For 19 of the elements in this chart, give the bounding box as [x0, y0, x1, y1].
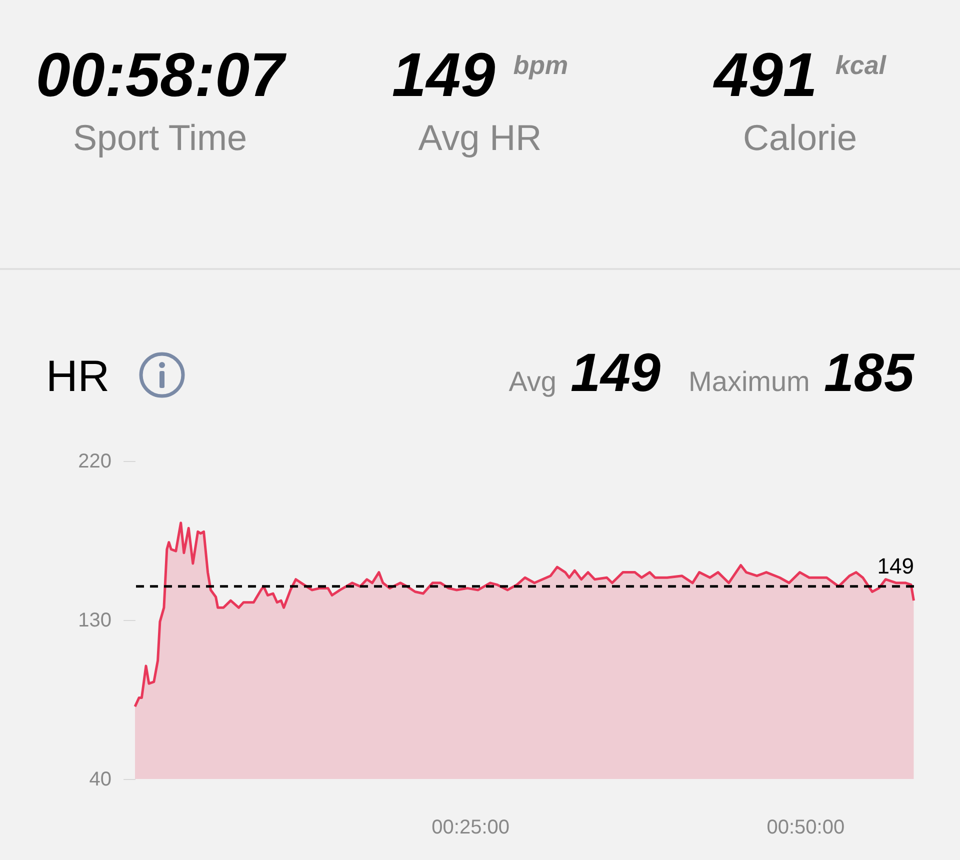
- ref-line-label: 149: [877, 553, 914, 578]
- chart-title: HR: [46, 352, 110, 402]
- text: 149: [570, 343, 661, 403]
- text: Avg HR: [417, 117, 543, 159]
- x-tick-label: 00:50:00: [766, 816, 845, 838]
- text: Sport Time: [72, 117, 248, 159]
- y-tick-label: 130: [78, 610, 112, 632]
- text: 185: [824, 343, 914, 403]
- text: Calorie: [742, 117, 858, 159]
- x-tick-label: 00:25:00: [432, 816, 510, 838]
- text: kcal: [835, 50, 886, 80]
- y-tick-label: 220: [78, 450, 112, 472]
- text: bpm: [513, 50, 568, 80]
- text: 00:58:07: [36, 41, 284, 110]
- text: 491: [714, 41, 818, 110]
- text: Maximum: [688, 366, 810, 397]
- text: Avg: [508, 366, 556, 397]
- y-tick-label: 40: [89, 768, 112, 790]
- text: 149: [392, 41, 496, 110]
